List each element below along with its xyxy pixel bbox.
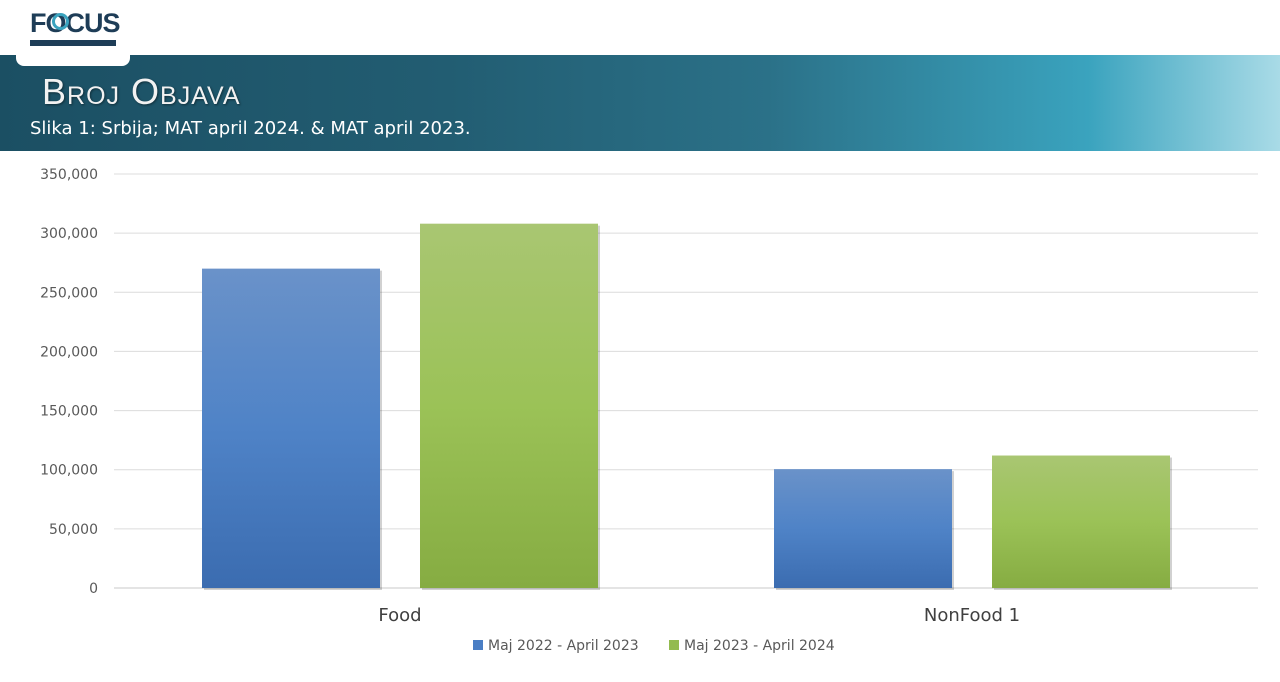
logo-text: FOCUS [30, 8, 120, 38]
y-tick-label: 0 [89, 581, 98, 597]
y-tick-label: 250,000 [40, 285, 98, 301]
y-tick-label: 300,000 [40, 226, 98, 242]
bar-series2 [992, 455, 1170, 588]
x-category-label: Food [378, 605, 421, 626]
page-title: Broj Objava [42, 71, 241, 112]
logo: FOCUS [16, 0, 130, 66]
logo-underline [30, 40, 116, 46]
chart-subtitle: Slika 1: Srbija; MAT april 2024. & MAT a… [30, 118, 471, 139]
x-category-label: NonFood 1 [924, 605, 1020, 626]
y-tick-label: 50,000 [49, 522, 98, 538]
y-tick-label: 100,000 [40, 463, 98, 479]
legend-label: Maj 2022 - April 2023 [488, 638, 639, 654]
y-tick-label: 200,000 [40, 344, 98, 360]
legend-swatch [669, 640, 679, 650]
bar-series1 [202, 268, 380, 588]
bar-series2 [420, 223, 598, 588]
logo-magnifier-icon [52, 13, 69, 30]
legend-swatch [473, 640, 483, 650]
header-banner [0, 55, 1280, 151]
y-tick-label: 350,000 [40, 167, 98, 183]
bar-series1 [774, 469, 952, 588]
y-tick-label: 150,000 [40, 404, 98, 420]
legend-label: Maj 2023 - April 2024 [684, 638, 835, 654]
